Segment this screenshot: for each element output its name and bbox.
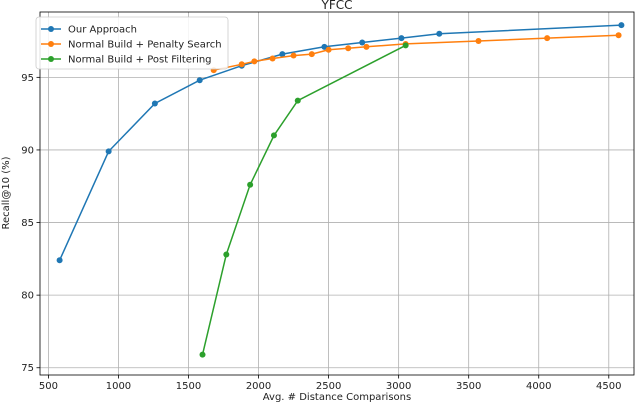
y-tick-label: 90 [21, 145, 34, 156]
data-point [398, 35, 405, 42]
y-tick-label: 85 [21, 218, 34, 229]
series-group [199, 42, 409, 358]
x-tick-label: 4000 [526, 381, 551, 392]
data-point [199, 351, 206, 358]
data-point [321, 43, 328, 50]
legend-marker [48, 26, 54, 32]
axis-ticks: 500 1000 1500 2000 2500 3000 3500 4000 4500 75 80 8… [21, 73, 621, 392]
x-tick-label: 3000 [386, 381, 411, 392]
data-point [247, 181, 254, 188]
data-point [279, 51, 286, 58]
data-point [308, 51, 315, 58]
data-point [436, 30, 443, 37]
data-point [105, 148, 112, 155]
series-lines [56, 22, 625, 358]
x-tick-label: 500 [39, 381, 58, 392]
legend-entry: Normal Build + Penalty Search [41, 40, 222, 51]
data-point [544, 35, 551, 42]
grid-lines [40, 12, 634, 375]
series-group [210, 32, 622, 74]
chart-title: YFCC [321, 0, 353, 12]
data-point [345, 45, 352, 52]
x-tick-label: 1000 [106, 381, 131, 392]
legend-entry: Normal Build + Post Filtering [41, 55, 212, 66]
data-point [269, 55, 276, 62]
data-point [290, 52, 297, 59]
data-point [223, 251, 230, 258]
x-tick-label: 3500 [456, 381, 481, 392]
legend-label: Normal Build + Post Filtering [68, 55, 212, 66]
x-axis-label: Avg. # Distance Comparisons [263, 392, 411, 402]
data-point [363, 43, 370, 50]
data-point [294, 97, 301, 104]
data-point [618, 22, 625, 29]
data-point [196, 77, 203, 84]
x-tick-label: 4500 [596, 381, 621, 392]
data-point [251, 58, 258, 65]
data-point [238, 61, 245, 68]
y-tick-label: 80 [21, 291, 34, 302]
legend-entry: Our Approach [41, 25, 137, 36]
plot-frame [39, 11, 635, 376]
data-point [615, 32, 622, 39]
legend-label: Normal Build + Penalty Search [68, 40, 222, 51]
legend-marker [48, 56, 54, 62]
x-tick-label: 2500 [316, 381, 341, 392]
data-point [475, 38, 482, 45]
data-point [402, 42, 409, 49]
x-tick-label: 1500 [176, 381, 201, 392]
y-axis-label: Recall@10 (%) [1, 156, 12, 229]
data-point [151, 100, 158, 107]
data-point [359, 39, 366, 46]
y-tick-label: 75 [21, 363, 34, 374]
series-line [201, 44, 406, 355]
legend: Our Approach Normal Build + Penalty Searc… [35, 16, 229, 70]
data-point [56, 257, 63, 264]
legend-marker [48, 41, 54, 47]
series-group [56, 22, 625, 264]
y-tick-label: 95 [21, 73, 34, 84]
data-point [325, 46, 332, 53]
legend-box [35, 16, 229, 70]
legend-label: Our Approach [68, 25, 137, 36]
x-tick-label: 2000 [246, 381, 271, 392]
series-line [213, 34, 619, 71]
data-point [270, 132, 277, 139]
